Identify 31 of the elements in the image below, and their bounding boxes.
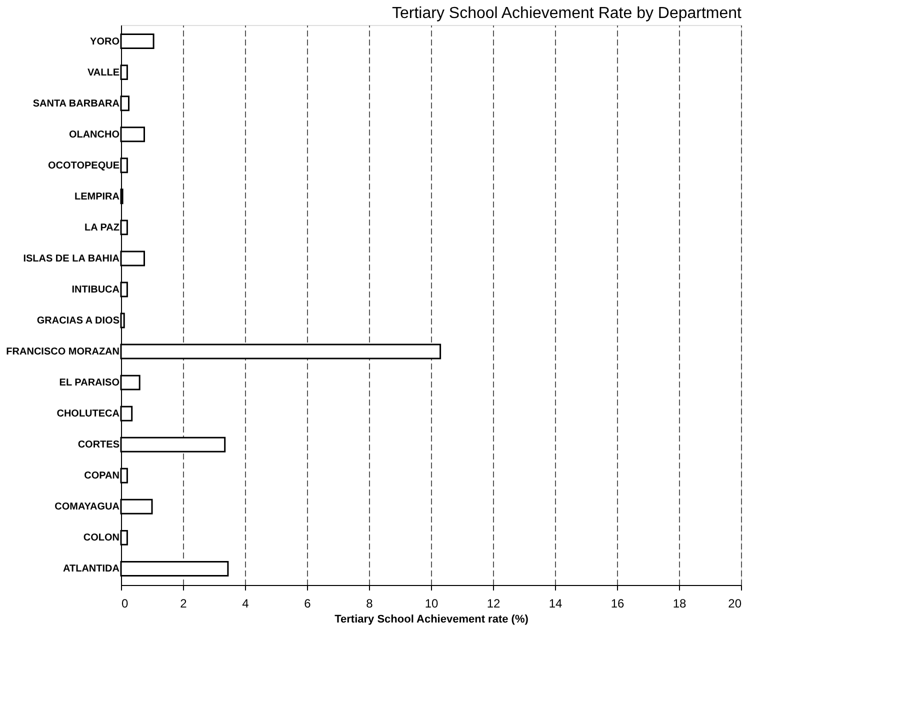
y-tick-label: COMAYAGUA: [54, 502, 120, 513]
y-tick-label: FRANCISCO MORAZAN: [6, 346, 120, 358]
y-tick-label: EL PARAISO: [59, 378, 120, 389]
y-tick-label: COPAN: [84, 470, 120, 482]
x-tick-label: 6: [304, 596, 312, 610]
y-tick-label: COLON: [83, 532, 120, 544]
y-tick-label: INTIBUCA: [72, 284, 120, 296]
x-tick-label: 10: [424, 596, 438, 610]
y-tick-label: VALLE: [87, 67, 120, 78]
y-tick-label: OCOTOPEQUE: [48, 160, 120, 172]
y-tick-label: LEMPIRA: [74, 191, 120, 202]
y-tick-label: OLANCHO: [68, 129, 120, 140]
y-tick-label: SANTA BARBARA: [32, 98, 120, 110]
x-tick-label: 18: [672, 596, 686, 610]
x-tick-label: 14: [548, 596, 562, 610]
x-tick-label: 2: [180, 596, 188, 610]
x-tick-label: 16: [610, 596, 624, 610]
y-tick-label: GRACIAS A DIOS: [36, 316, 120, 327]
chart-title: Tertiary School Achievement Rate by Department: [392, 5, 742, 22]
x-tick-label: 4: [242, 596, 250, 610]
x-tick-label: 0: [122, 596, 128, 610]
y-tick-label: LA PAZ: [84, 222, 120, 234]
x-tick-label: 12: [486, 596, 500, 610]
x-axis-title: Tertiary School Achievement rate (%): [334, 614, 529, 626]
y-tick-label: CHOLUTECA: [56, 408, 120, 420]
y-tick-label: ATLANTIDA: [63, 564, 120, 575]
x-tick-label: 20: [728, 596, 742, 610]
y-tick-label: ISLAS DE LA BAHIA: [23, 253, 120, 264]
x-tick-label: 8: [366, 596, 374, 610]
y-tick-label: CORTES: [78, 440, 120, 451]
y-tick-label: YORO: [90, 36, 120, 48]
